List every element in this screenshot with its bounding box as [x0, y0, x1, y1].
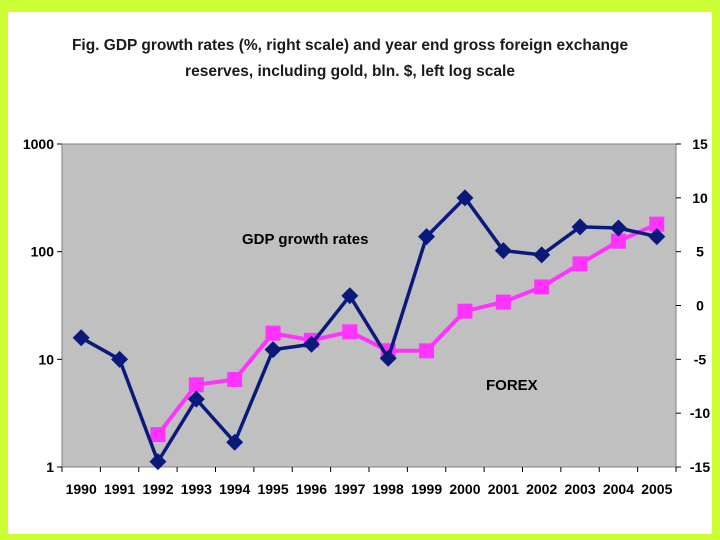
right-tick-label: -10 — [690, 405, 710, 421]
chart-title-line-2: reserves, including gold, bln. $, left l… — [185, 63, 515, 80]
gdp-growth-rates-point — [111, 350, 129, 368]
forex-point — [150, 427, 166, 443]
forex-point — [265, 325, 281, 341]
x-tick-label: 1996 — [296, 481, 327, 497]
right-tick-label: 10 — [692, 190, 708, 206]
gdp-series-annotation: GDP growth rates — [242, 231, 368, 248]
gdp-growth-rates-point — [302, 335, 320, 353]
forex-point — [610, 233, 626, 249]
forex-point — [534, 279, 550, 295]
gdp-growth-rates-point — [149, 453, 167, 471]
gdp-growth-rates-point — [226, 433, 244, 451]
forex-point — [342, 324, 358, 340]
forex-point — [419, 343, 435, 359]
gdp-growth-rates-point — [187, 390, 205, 408]
forex-point — [649, 216, 665, 232]
chart-title-line-1: Fig. GDP growth rates (%, right scale) a… — [72, 37, 629, 54]
forex-point — [457, 303, 473, 319]
left-tick-label: 1 — [46, 459, 54, 475]
right-tick-label: 15 — [692, 136, 708, 152]
gdp-growth-rates-point — [379, 349, 397, 367]
chart-svg: Fig. GDP growth rates (%, right scale) a… — [23, 37, 710, 497]
left-tick-label: 1000 — [23, 136, 54, 152]
gdp-growth-rates-line — [80, 196, 658, 464]
forex-series-annotation: FOREX — [486, 377, 538, 394]
gdp-growth-rates-point — [609, 219, 627, 237]
x-tick-label: 1990 — [66, 481, 97, 497]
left-tick-label: 100 — [31, 244, 55, 260]
forex-point — [495, 294, 511, 310]
forex-point — [188, 377, 204, 393]
x-tick-label: 1992 — [142, 481, 173, 497]
x-tick-label: 2002 — [526, 481, 557, 497]
right-axis: -15 -10 -5 0 5 10 15 — [676, 136, 710, 475]
chart-frame: Fig. GDP growth rates (%, right scale) a… — [8, 12, 712, 534]
forex-point — [227, 371, 243, 387]
right-tick-label: 5 — [696, 244, 704, 260]
gdp-growth-rates-point — [341, 287, 359, 305]
x-tick-label: 1997 — [334, 481, 365, 497]
x-axis: 1990 1991 1992 1993 1994 1995 1996 1997 1998 1999… — [61, 467, 677, 497]
x-tick-label: 2001 — [488, 481, 519, 497]
left-axis: 1 10 100 1000 — [23, 136, 62, 475]
x-tick-label: 2004 — [603, 481, 634, 497]
x-tick-label: 1991 — [104, 481, 135, 497]
gdp-growth-rates-point — [264, 341, 282, 359]
x-tick-label: 1993 — [181, 481, 212, 497]
gdp-growth-rates-point — [456, 189, 474, 207]
gdp-growth-rates-point — [533, 246, 551, 264]
gdp-growth-rates-point — [571, 218, 589, 236]
right-tick-label: -15 — [690, 459, 710, 475]
gdp-growth-rates-point — [648, 228, 666, 246]
gdp-growth-rates-point — [494, 242, 512, 260]
x-tick-label: 1994 — [219, 481, 250, 497]
x-tick-label: 1998 — [373, 481, 404, 497]
left-tick-label: 10 — [38, 351, 54, 367]
right-tick-label: -5 — [694, 351, 707, 367]
x-tick-label: 1995 — [257, 481, 288, 497]
gdp-growth-rates-point — [72, 329, 90, 347]
x-tick-label: 2000 — [449, 481, 480, 497]
gdp-growth-rates-point — [418, 228, 436, 246]
x-tick-label: 2005 — [641, 481, 672, 497]
forex-point — [572, 256, 588, 272]
x-tick-label: 1999 — [411, 481, 442, 497]
series-layer — [72, 189, 666, 471]
plot-area — [61, 143, 677, 468]
x-tick-label: 2003 — [564, 481, 595, 497]
right-tick-label: 0 — [696, 298, 704, 314]
